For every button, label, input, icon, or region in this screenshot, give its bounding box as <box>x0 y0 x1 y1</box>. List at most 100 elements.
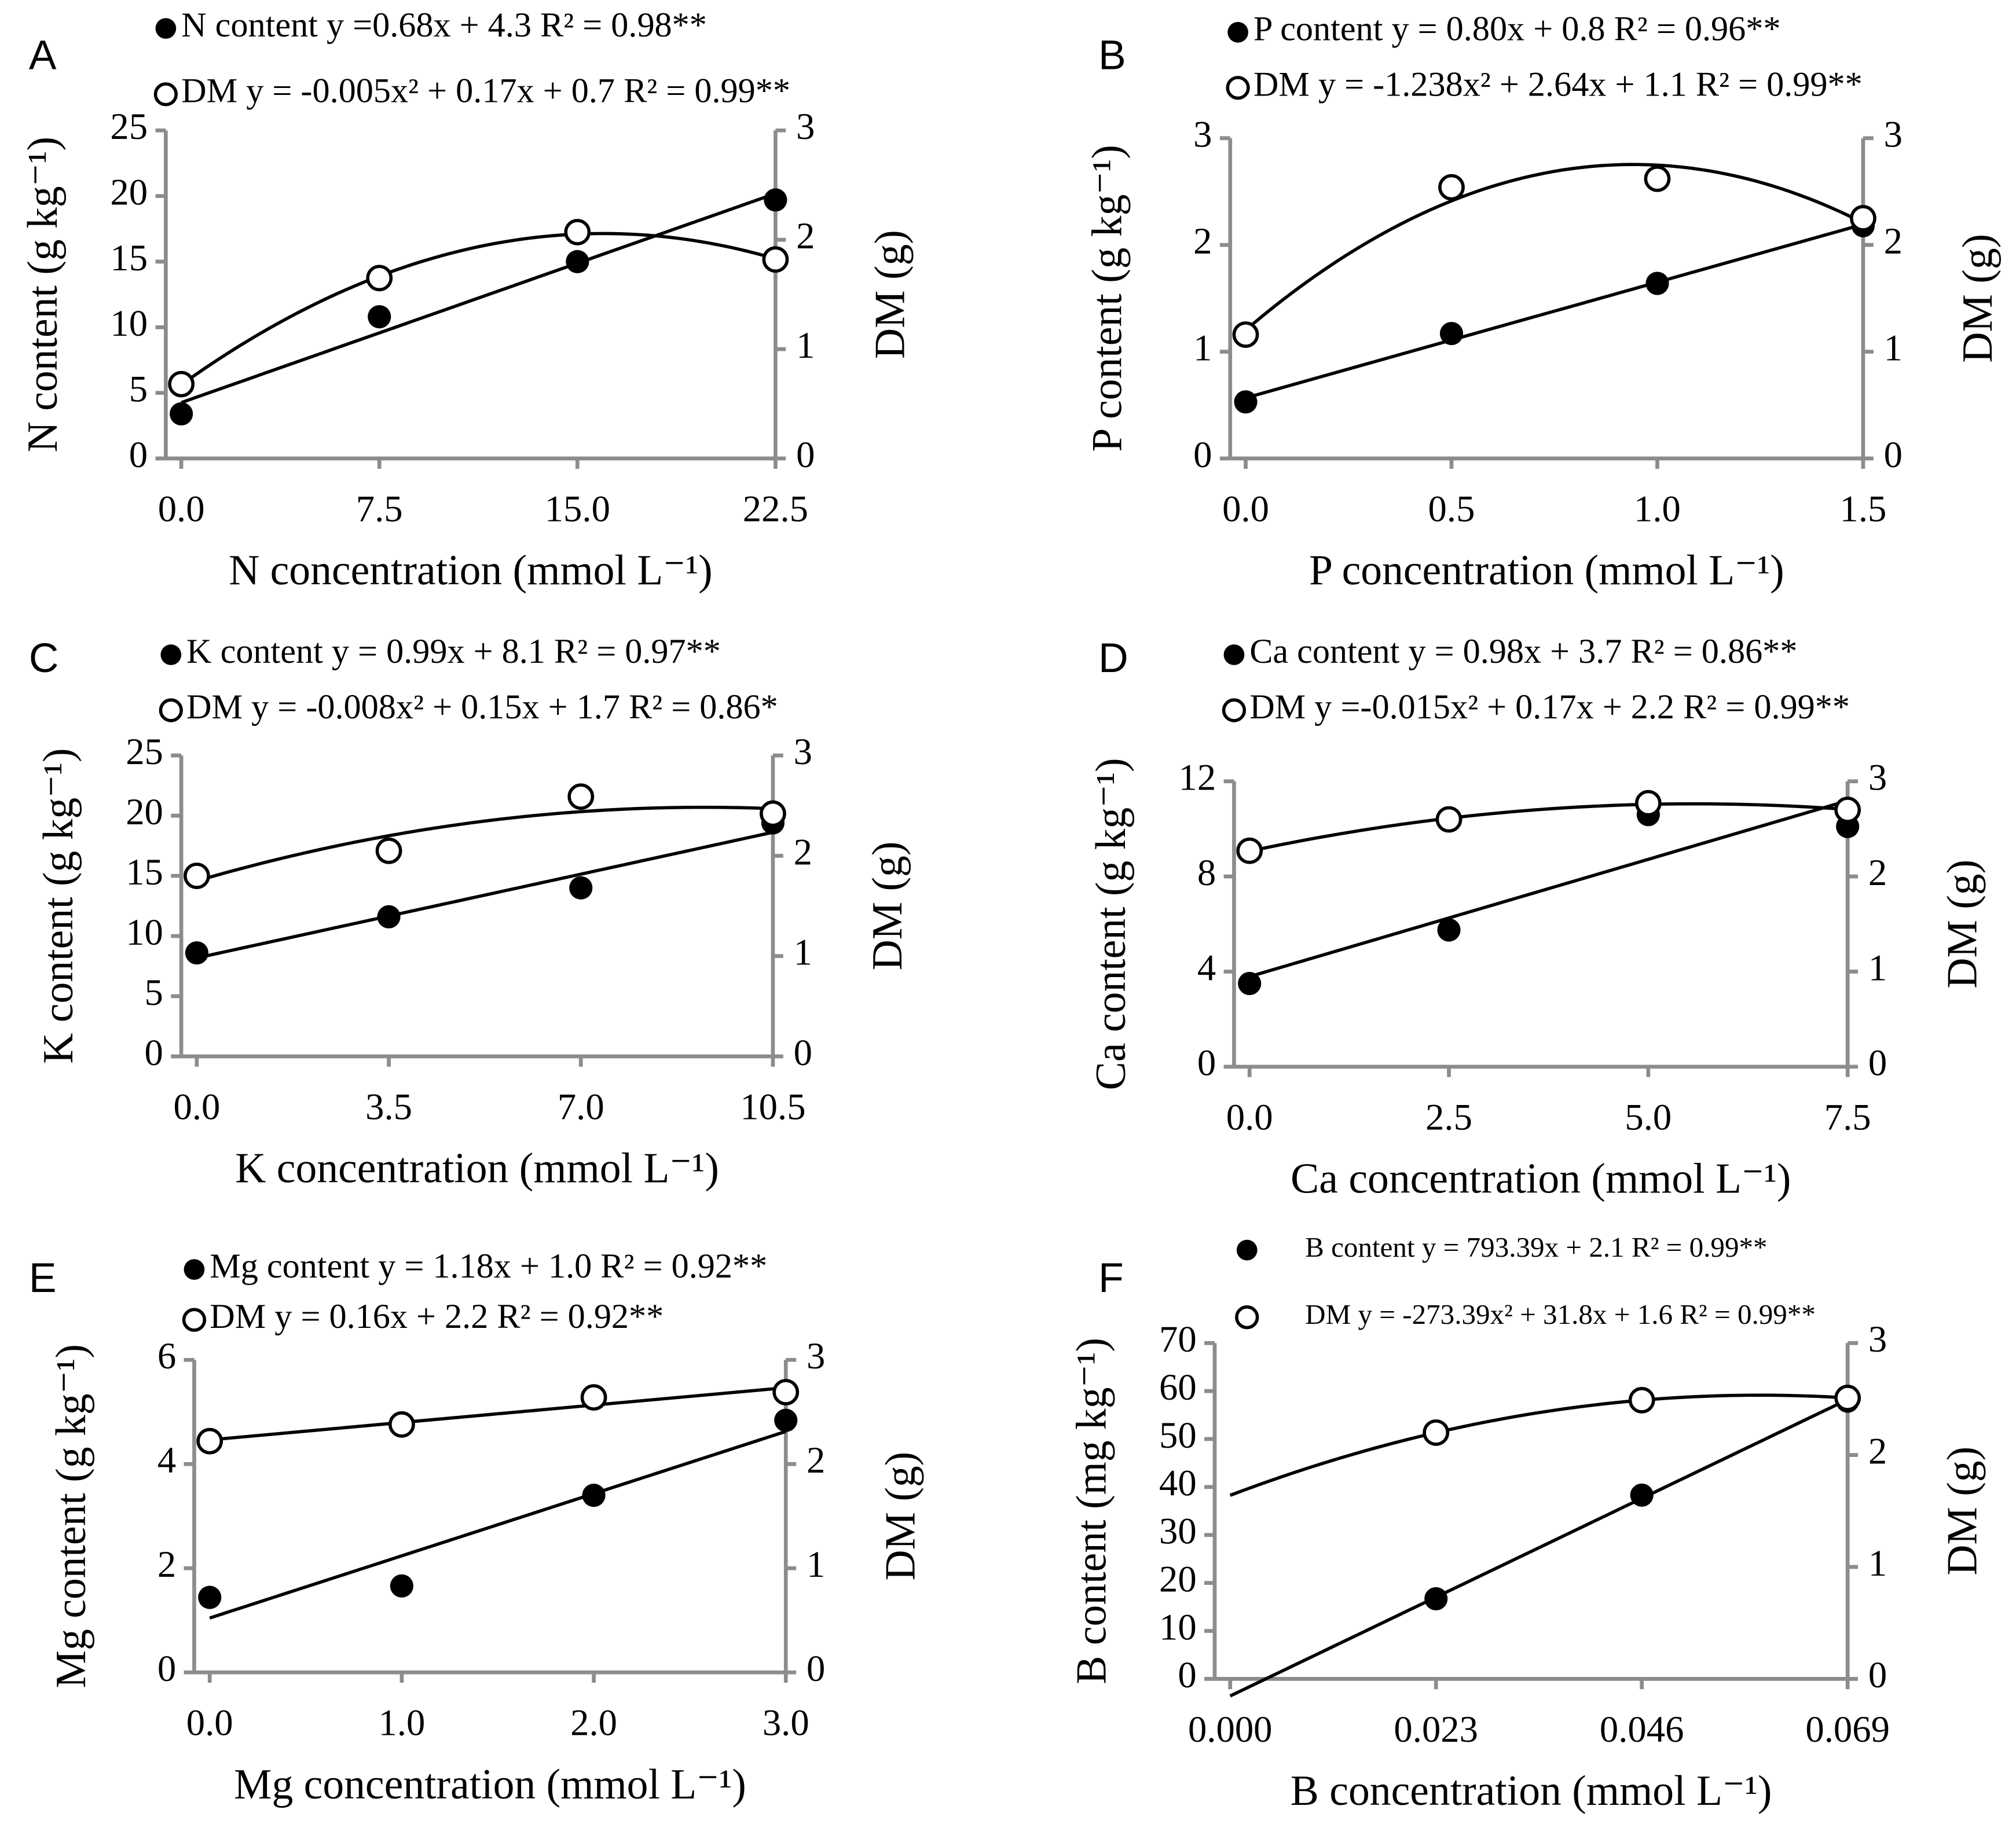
y-axis-label: Ca content (g kg⁻¹) <box>1087 758 1134 1090</box>
y-tick-label: 1 <box>1193 326 1212 368</box>
x-tick-label: 2.0 <box>570 1702 617 1743</box>
x-axis-label: K concentration (mmol L⁻¹) <box>235 1144 719 1192</box>
y-tick-label: 15 <box>110 237 148 278</box>
y-tick-label: 0 <box>145 1032 163 1073</box>
data-point <box>1423 1419 1450 1446</box>
y-tick-label: 20 <box>1159 1558 1197 1599</box>
y-axis-label: K content (g kg⁻¹) <box>34 748 82 1063</box>
legend-label: DM y = -0.008x² + 0.15x + 1.7 R² = 0.86* <box>186 688 778 726</box>
x-axis-label: Mg concentration (mmol L⁻¹) <box>234 1760 746 1808</box>
y2-tick-label: 1 <box>1868 1542 1887 1584</box>
y-tick-label: 30 <box>1159 1510 1197 1552</box>
data-point <box>1644 165 1671 192</box>
legend-marker <box>1235 1305 1259 1330</box>
y-tick-label: 5 <box>129 368 148 410</box>
data-point <box>388 1411 415 1438</box>
y2-tick-label: 0 <box>1868 1654 1887 1695</box>
legend-label: DM y =-0.015x² + 0.17x + 2.2 R² = 0.99** <box>1249 688 1850 726</box>
y-tick-label: 0 <box>1193 434 1212 475</box>
y2-tick-label: 1 <box>807 1543 825 1585</box>
legend-marker <box>153 82 178 107</box>
data-point <box>375 837 402 864</box>
y-tick-label: 25 <box>110 105 148 147</box>
y-tick-label: 0 <box>129 434 148 475</box>
y2-tick-label: 1 <box>1868 946 1887 988</box>
y-tick-label: 10 <box>1159 1606 1197 1647</box>
y2-tick-label: 2 <box>1884 220 1903 262</box>
x-tick-label: 1.0 <box>378 1702 425 1743</box>
y-tick-label: 2 <box>157 1543 176 1585</box>
y2-tick-label: 0 <box>796 434 815 475</box>
legend-marker <box>155 18 177 39</box>
trendline <box>196 805 774 883</box>
y-tick-label: 20 <box>110 171 148 213</box>
data-point <box>762 246 789 273</box>
y-axis-label: B content (mg kg⁻¹) <box>1068 1338 1115 1684</box>
data-point <box>168 370 195 398</box>
trendline <box>1229 1393 1848 1497</box>
x-tick-label: 3.0 <box>763 1702 809 1743</box>
data-point <box>1439 322 1464 346</box>
y-tick-label: 15 <box>126 851 163 893</box>
y-tick-label: 20 <box>126 791 163 832</box>
legend-marker <box>184 1259 205 1280</box>
panel-letter: B <box>1098 32 1126 78</box>
x-axis-label: Ca concentration (mmol L⁻¹) <box>1291 1155 1791 1202</box>
y2-axis-label: DM (g) <box>1938 860 1985 989</box>
y2-axis-label: DM (g) <box>863 842 911 971</box>
trendline <box>196 831 774 960</box>
y2-tick-label: 1 <box>794 931 812 973</box>
legend-marker <box>182 1308 207 1332</box>
legend-label: Ca content y = 0.98x + 3.7 R² = 0.86** <box>1249 632 1797 671</box>
y-tick-label: 50 <box>1159 1414 1197 1456</box>
data-point <box>368 305 391 329</box>
data-point <box>774 1408 798 1432</box>
y-axis-label: Mg content (g kg⁻¹) <box>47 1344 94 1688</box>
x-tick-label: 10.5 <box>740 1086 805 1128</box>
panel-letter: F <box>1098 1255 1124 1301</box>
x-tick-label: 2.5 <box>1425 1096 1472 1137</box>
trendline <box>181 192 776 405</box>
x-tick-label: 7.5 <box>356 488 403 530</box>
panel-letter: D <box>1098 635 1128 681</box>
y-tick-label: 4 <box>1197 946 1216 988</box>
data-point <box>760 800 786 827</box>
trendline <box>1244 163 1864 332</box>
data-point <box>569 876 593 900</box>
data-point <box>582 1484 606 1507</box>
legend-label: DM y = 0.16x + 2.2 R² = 0.92** <box>210 1297 664 1336</box>
y-tick-label: 0 <box>157 1647 176 1689</box>
data-point <box>1850 205 1876 232</box>
x-tick-label: 15.0 <box>545 488 610 530</box>
trendline <box>180 232 776 386</box>
data-point <box>185 941 208 965</box>
y2-axis-label: DM (g) <box>866 230 914 359</box>
y-tick-label: 4 <box>157 1439 176 1481</box>
y2-tick-label: 3 <box>1884 113 1903 155</box>
y2-tick-label: 0 <box>807 1647 825 1689</box>
data-point <box>1236 837 1263 864</box>
data-point <box>170 402 193 426</box>
legend-label: B content y = 793.39x + 2.1 R² = 0.99** <box>1305 1231 1767 1263</box>
legend-marker <box>1223 644 1245 665</box>
y-tick-label: 6 <box>157 1335 176 1377</box>
legend-marker <box>1222 698 1247 722</box>
x-tick-label: 0.023 <box>1394 1708 1478 1750</box>
x-tick-label: 5.0 <box>1625 1096 1672 1137</box>
data-point <box>564 219 591 245</box>
y-tick-label: 25 <box>126 731 163 772</box>
data-point <box>1437 918 1461 942</box>
x-tick-label: 0.0 <box>1226 1096 1273 1137</box>
x-axis-label: N concentration (mmol L⁻¹) <box>229 546 713 594</box>
y2-tick-label: 2 <box>796 215 815 256</box>
data-point <box>580 1384 607 1411</box>
data-point <box>184 862 210 889</box>
legend-label: DM y = -0.005x² + 0.17x + 0.7 R² = 0.99*… <box>181 72 790 111</box>
y2-tick-label: 0 <box>1884 434 1903 475</box>
y-tick-label: 70 <box>1159 1318 1197 1360</box>
x-tick-label: 7.0 <box>558 1086 604 1128</box>
trendline <box>1249 802 1848 853</box>
x-tick-label: 0.0 <box>158 488 205 530</box>
legend-marker <box>1226 76 1250 100</box>
